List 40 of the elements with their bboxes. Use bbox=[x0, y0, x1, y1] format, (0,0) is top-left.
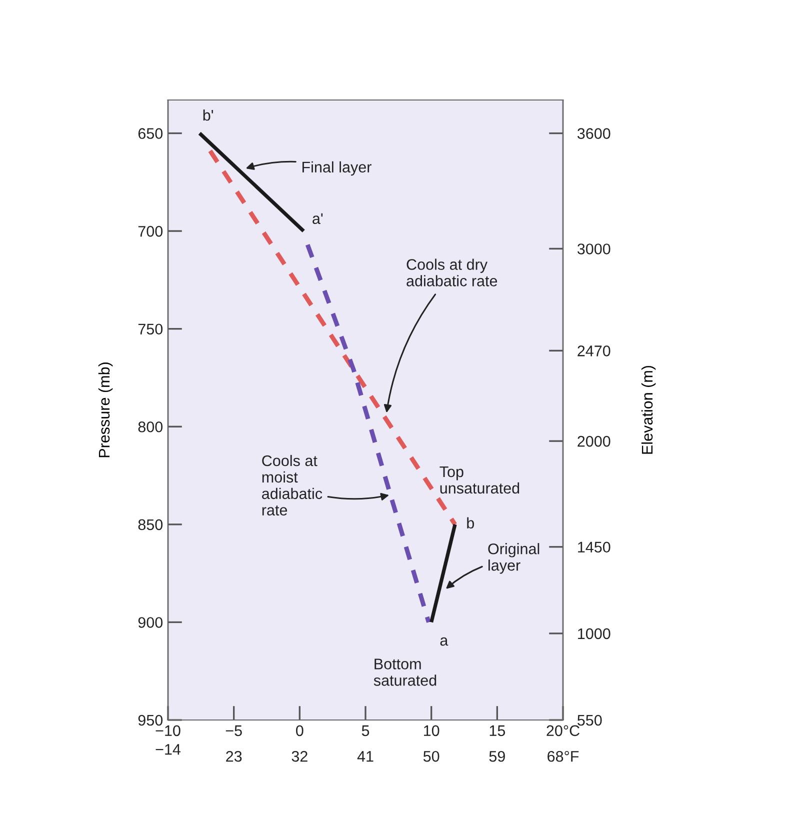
y2-tick-label: 1450 bbox=[578, 542, 610, 553]
y2-tick-label: 1000 bbox=[578, 628, 610, 640]
y-tick-label: 950 bbox=[138, 714, 163, 726]
x2-tick-label: 32 bbox=[292, 750, 308, 762]
y2-tick-label: 3000 bbox=[577, 244, 610, 254]
annotation: Cools at dry adiabatic rate bbox=[406, 258, 498, 286]
annotation: a bbox=[440, 637, 448, 646]
y-tick-label: 900 bbox=[138, 617, 163, 628]
x2-tick-label: 59 bbox=[489, 750, 505, 762]
x-tick-label: −5 bbox=[226, 725, 242, 736]
x-tick-label: 15 bbox=[490, 725, 506, 736]
x2-tick-label: 68°F bbox=[548, 750, 579, 762]
x2-tick-label: 41 bbox=[357, 751, 374, 762]
y-tick-label: 750 bbox=[138, 324, 163, 335]
x-tick-label: −10 bbox=[156, 725, 180, 736]
y-tick-label: 700 bbox=[138, 226, 163, 237]
annotation: Cools at moist adiabatic rate bbox=[262, 454, 322, 516]
annotation: b' bbox=[203, 109, 214, 121]
y-tick-label: 850 bbox=[138, 519, 163, 530]
text: −14 bbox=[156, 744, 181, 755]
x-tick-label: 5 bbox=[362, 725, 370, 736]
y2-axis-title: Elevation (m) bbox=[641, 366, 656, 454]
y2-tick-label: 3600 bbox=[577, 128, 610, 139]
y-tick-label: 800 bbox=[138, 421, 163, 432]
annotation: Final layer bbox=[302, 161, 372, 176]
x-tick-label: 20°C bbox=[546, 725, 580, 736]
annotation: a' bbox=[312, 213, 323, 224]
x-tick-label: 10 bbox=[424, 725, 440, 736]
y-tick-label: 650 bbox=[138, 128, 163, 139]
y-axis-title: Pressure (mb) bbox=[98, 362, 113, 458]
y2-tick-label: 550 bbox=[578, 714, 602, 726]
annotation: Top unsaturated bbox=[440, 466, 520, 494]
x-tick-label: 0 bbox=[296, 725, 304, 736]
annotation: b bbox=[467, 517, 474, 529]
annotation: Bottom saturated bbox=[374, 658, 436, 686]
x2-tick-label: 50 bbox=[423, 750, 440, 762]
x2-tick-label: 23 bbox=[226, 750, 242, 762]
annotation: Original layer bbox=[488, 543, 540, 574]
y2-tick-label: 2470 bbox=[578, 346, 610, 356]
y2-tick-label: 2000 bbox=[578, 436, 610, 447]
